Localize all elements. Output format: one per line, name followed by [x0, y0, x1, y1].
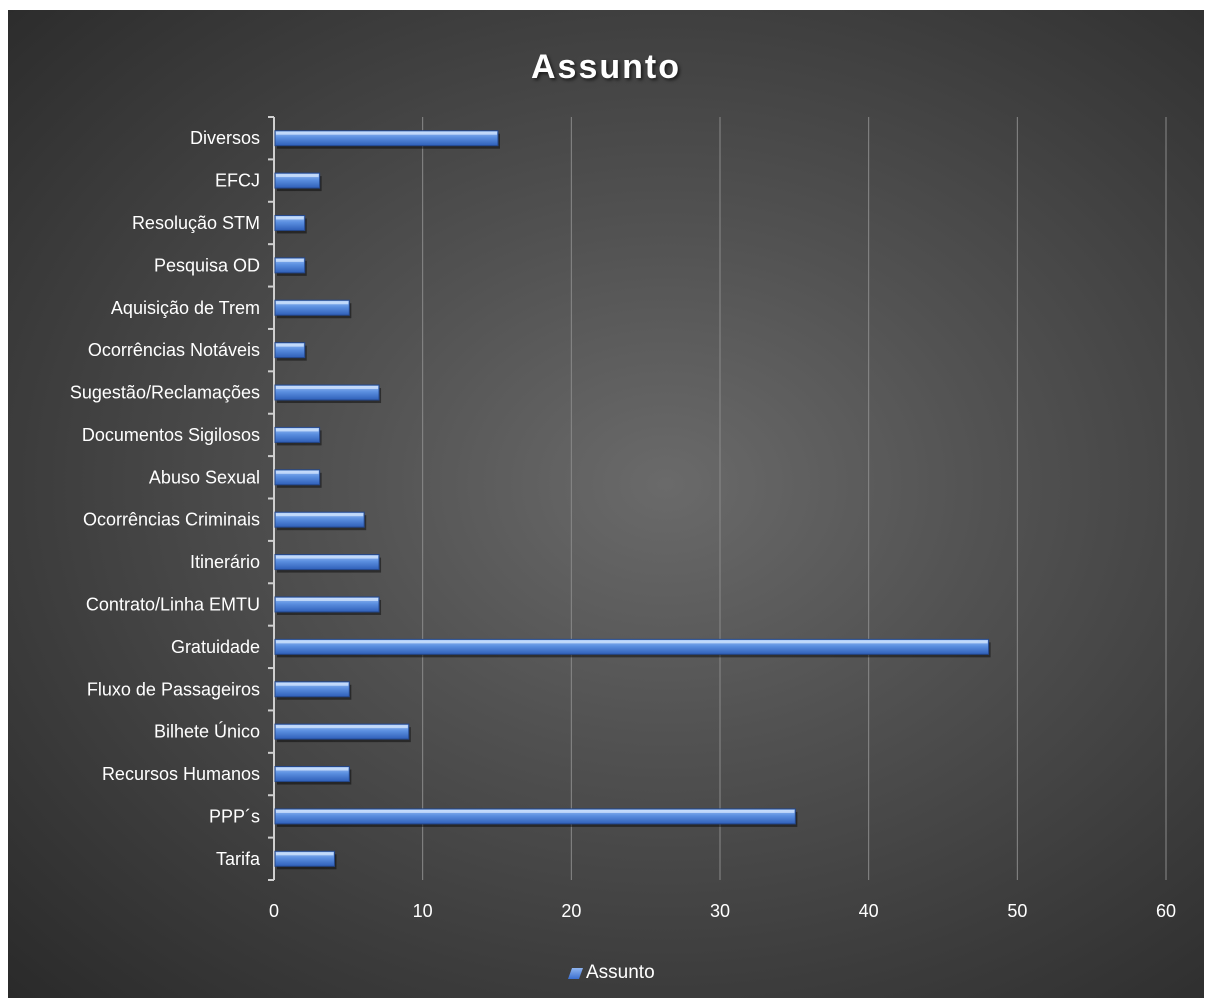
category-label: Ocorrências Criminais — [83, 510, 260, 530]
x-tick-label: 20 — [561, 901, 581, 921]
category-label: Fluxo de Passageiros — [87, 679, 260, 699]
category-label: Abuso Sexual — [149, 467, 260, 487]
bar-highlight — [276, 386, 379, 390]
x-tick-label: 60 — [1156, 901, 1176, 921]
category-label: Itinerário — [190, 552, 260, 572]
x-tick-label: 10 — [413, 901, 433, 921]
bar-highlight — [276, 258, 304, 262]
x-tick-label: 30 — [710, 901, 730, 921]
bar-highlight — [276, 343, 304, 347]
bar-highlight — [276, 640, 988, 644]
category-label: Sugestão/Reclamações — [70, 383, 260, 403]
x-tick-label: 40 — [859, 901, 879, 921]
bar-highlight — [276, 682, 349, 686]
bar-highlight — [276, 725, 408, 729]
bar-highlight — [276, 131, 497, 135]
bar-chart-plot: Diversos EFCJ Resolução STM Pesquisa OD Aqui… — [70, 116, 1176, 921]
legend-marker-icon — [567, 967, 584, 979]
chart-panel: Assunto Diversos EFCJ Resolução STM Pesquis… — [8, 10, 1204, 998]
x-tick-label: 50 — [1007, 901, 1027, 921]
bar-highlight — [276, 809, 795, 813]
category-label: Diversos — [190, 128, 260, 148]
category-label: Contrato/Linha EMTU — [86, 594, 260, 614]
category-label: Aquisição de Trem — [111, 298, 260, 318]
category-label: Gratuidade — [171, 637, 260, 657]
legend-label: Assunto — [586, 962, 655, 983]
category-label: Bilhete Único — [154, 721, 260, 742]
bar-highlight — [276, 428, 319, 432]
category-label: Resolução STM — [132, 213, 260, 233]
bar-highlight — [276, 597, 379, 601]
bar-highlight — [276, 174, 319, 178]
category-label: Documentos Sigilosos — [82, 425, 260, 445]
bar-highlight — [276, 513, 364, 517]
category-label: EFCJ — [215, 171, 260, 191]
category-label: Recursos Humanos — [102, 764, 260, 784]
category-label: Tarifa — [216, 849, 261, 869]
category-label: Ocorrências Notáveis — [88, 340, 260, 360]
x-tick-label: 0 — [269, 901, 279, 921]
bar-highlight — [276, 216, 304, 220]
category-label: Pesquisa OD — [154, 255, 260, 275]
bar-highlight — [276, 852, 334, 856]
chart-title: Assunto — [531, 48, 681, 86]
bar-highlight — [276, 470, 319, 474]
bar-highlight — [276, 767, 349, 771]
category-label: PPP´s — [209, 806, 260, 826]
bar-highlight — [276, 301, 349, 305]
bar-highlight — [276, 555, 379, 559]
legend: Assunto — [567, 962, 655, 984]
